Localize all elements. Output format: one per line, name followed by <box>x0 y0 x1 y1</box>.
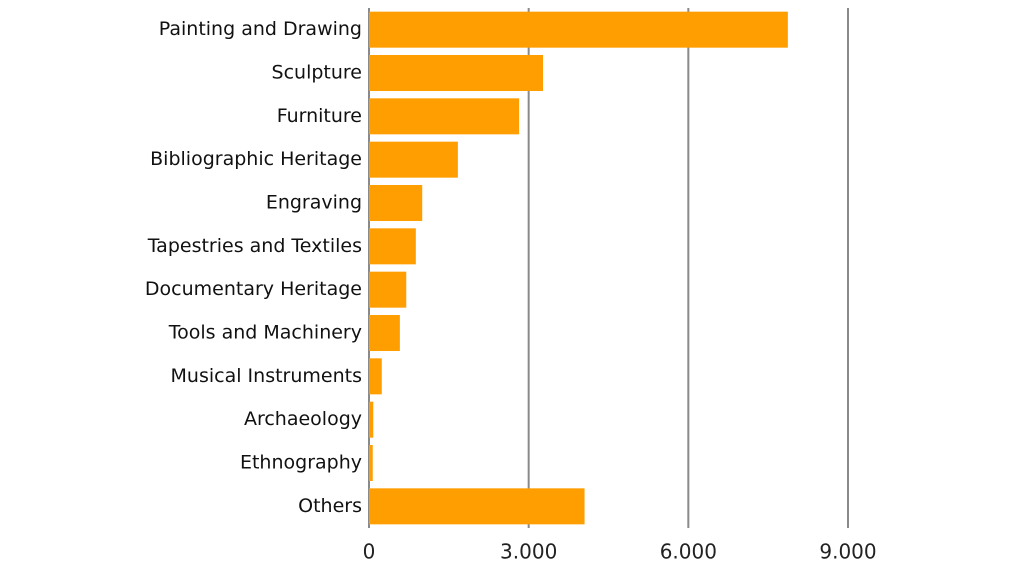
x-tick-label: 0 <box>363 540 376 564</box>
bar <box>369 445 373 481</box>
y-tick-label: Bibliographic Heritage <box>150 148 362 170</box>
y-tick-label: Furniture <box>277 105 362 127</box>
y-tick-label: Painting and Drawing <box>159 18 362 40</box>
bar <box>369 488 585 525</box>
y-tick-label: Sculpture <box>272 62 362 84</box>
y-tick-label: Musical Instruments <box>171 365 362 387</box>
y-tick-label: Tools and Machinery <box>168 322 362 344</box>
bar <box>369 271 407 308</box>
bar <box>369 141 458 178</box>
x-tick-label: 6.000 <box>660 540 717 564</box>
bar <box>369 315 400 351</box>
x-tick-label: 9.000 <box>819 540 876 564</box>
bar <box>369 185 423 221</box>
y-tick-label: Others <box>298 495 362 517</box>
y-tick-label: Archaeology <box>244 408 362 430</box>
bar <box>369 401 374 438</box>
bar <box>369 358 382 395</box>
bar <box>369 11 788 48</box>
x-tick-label: 3.000 <box>500 540 557 564</box>
y-tick-label: Tapestries and Textiles <box>147 235 362 257</box>
bar <box>369 55 544 91</box>
bar <box>369 98 520 135</box>
y-tick-label: Engraving <box>266 192 362 214</box>
bar <box>369 228 416 265</box>
y-tick-label: Ethnography <box>240 452 362 474</box>
y-tick-label: Documentary Heritage <box>145 278 362 300</box>
